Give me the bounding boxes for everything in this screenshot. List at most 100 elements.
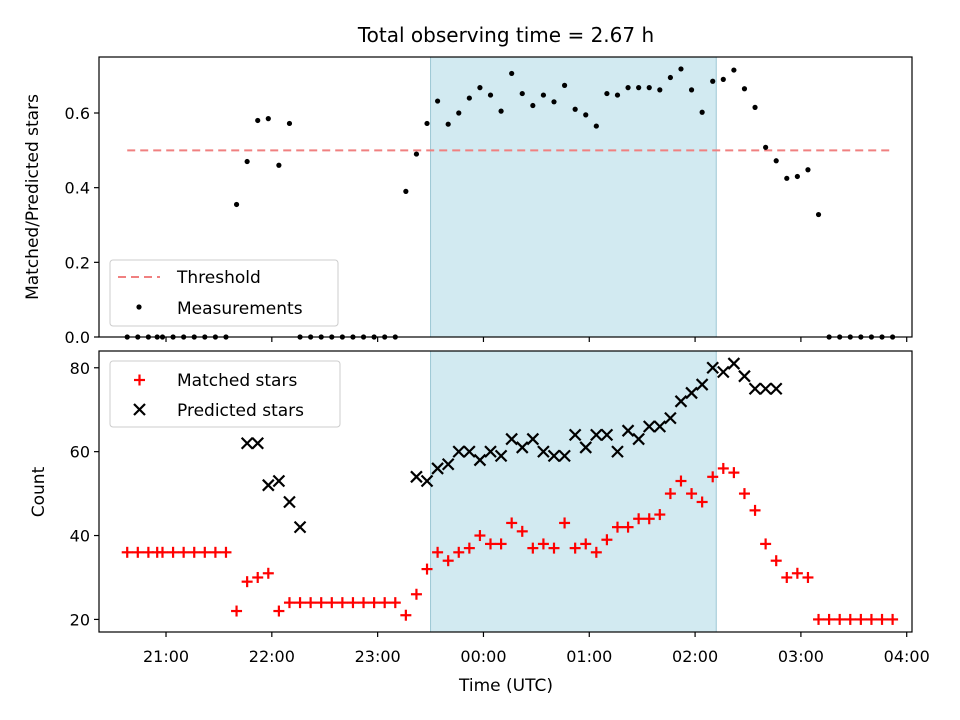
bottom-y-tick-label: 40 bbox=[70, 527, 90, 546]
bottom-y-tick-label: 80 bbox=[70, 359, 90, 378]
measurement-point bbox=[530, 102, 536, 109]
measurement-point bbox=[763, 144, 769, 150]
matched-star-point bbox=[791, 567, 803, 579]
matched-star-point bbox=[813, 613, 825, 625]
matched-star-point bbox=[590, 546, 602, 558]
predicted-star-point bbox=[452, 445, 466, 458]
legend-predicted-label: Predicted stars bbox=[177, 401, 304, 421]
bottom-x-tick-label: 22:00 bbox=[249, 647, 295, 666]
predicted-star-point bbox=[494, 449, 508, 463]
matched-stars-points bbox=[121, 462, 899, 625]
predicted-star-point bbox=[441, 457, 455, 471]
top-axes-frame bbox=[98, 56, 913, 338]
bottom-axes-frame bbox=[98, 350, 913, 633]
predicted-star-point bbox=[431, 462, 444, 475]
matched-star-point bbox=[241, 576, 253, 588]
matched-star-point bbox=[855, 613, 867, 625]
bottom-y-ticks: 20 40 60 80 bbox=[70, 359, 99, 629]
top-y-tick-label: 0.2 bbox=[65, 253, 90, 272]
predicted-star-point bbox=[769, 382, 783, 396]
matched-star-point bbox=[654, 509, 666, 521]
top-y-tick-label: 0.4 bbox=[65, 179, 90, 198]
measurement-point bbox=[583, 112, 589, 118]
matched-star-point bbox=[336, 597, 348, 609]
legend-matched-label: Matched stars bbox=[177, 371, 297, 391]
matched-star-point bbox=[474, 530, 486, 542]
matched-star-point bbox=[643, 513, 655, 525]
bottom-x-tick-label: 04:00 bbox=[884, 647, 930, 666]
matched-star-point bbox=[516, 525, 528, 537]
matched-star-point bbox=[548, 542, 560, 554]
bottom-x-tick-label: 23:00 bbox=[355, 647, 401, 666]
measurement-point bbox=[477, 85, 483, 91]
top-y-ticks: 0.0 0.2 0.4 0.6 bbox=[65, 104, 99, 347]
measurement-point bbox=[445, 121, 451, 127]
measurement-point bbox=[276, 162, 282, 168]
matched-star-point bbox=[834, 613, 846, 625]
measurement-point bbox=[667, 74, 673, 81]
measurement-point bbox=[286, 120, 293, 127]
measurement-point bbox=[265, 116, 271, 122]
predicted-star-point bbox=[272, 474, 286, 488]
legend-threshold-label: Threshold bbox=[176, 268, 261, 288]
bottom-legend-box bbox=[109, 360, 341, 428]
predicted-star-point bbox=[674, 395, 688, 408]
predicted-star-point bbox=[738, 369, 751, 383]
measurement-point bbox=[456, 110, 462, 116]
matched-star-point bbox=[495, 538, 507, 550]
matched-star-point bbox=[167, 546, 179, 558]
matched-star-point bbox=[379, 597, 391, 609]
measurement-point bbox=[815, 211, 822, 218]
matched-star-point bbox=[865, 613, 877, 625]
matched-star-point bbox=[421, 563, 433, 575]
predicted-star-point bbox=[642, 420, 656, 433]
matched-star-point bbox=[707, 471, 719, 483]
predicted-star-point bbox=[611, 445, 624, 458]
matched-star-point bbox=[717, 462, 729, 474]
matched-star-point bbox=[675, 475, 687, 487]
top-x-ticks bbox=[165, 337, 908, 342]
matched-star-point bbox=[347, 597, 359, 609]
predicted-star-point bbox=[590, 428, 603, 442]
matched-star-point bbox=[199, 546, 211, 558]
measurement-point bbox=[625, 85, 631, 91]
predicted-star-point bbox=[632, 432, 645, 446]
legend-measurements-label: Measurements bbox=[177, 299, 303, 319]
matched-star-point bbox=[601, 534, 613, 546]
predicted-star-point bbox=[537, 445, 550, 458]
predicted-star-point bbox=[484, 445, 497, 458]
matched-star-point bbox=[569, 542, 581, 554]
bottom-y-tick-label: 20 bbox=[70, 610, 90, 629]
matched-star-point bbox=[633, 513, 645, 525]
x-axis-label: Time (UTC) bbox=[458, 676, 553, 696]
predicted-star-point bbox=[759, 382, 772, 396]
matched-star-point bbox=[770, 555, 782, 567]
measurement-point bbox=[773, 158, 779, 164]
predicted-star-point bbox=[262, 478, 275, 492]
matched-star-point bbox=[453, 546, 465, 558]
matched-star-point bbox=[611, 521, 623, 533]
matched-star-point bbox=[252, 571, 264, 583]
matched-star-point bbox=[132, 546, 144, 558]
matched-star-point bbox=[728, 467, 740, 479]
matched-star-point bbox=[442, 555, 454, 567]
measurement-point bbox=[720, 76, 726, 82]
measurement-point bbox=[636, 85, 642, 91]
predicted-star-point bbox=[515, 441, 529, 454]
top-y-axis-label: Matched/Predicted stars bbox=[23, 94, 43, 300]
matched-star-point bbox=[760, 538, 772, 550]
measurement-point bbox=[646, 85, 652, 91]
measurement-point bbox=[509, 70, 515, 77]
measurement-point bbox=[498, 108, 504, 114]
bottom-y-axis-label: Count bbox=[29, 466, 49, 517]
measurement-point bbox=[466, 95, 472, 101]
predicted-star-point bbox=[748, 382, 762, 396]
matched-star-point bbox=[485, 538, 497, 550]
predicted-star-point bbox=[505, 432, 518, 446]
bottom-x-tick-label: 03:00 bbox=[778, 647, 824, 666]
top-shaded-region bbox=[430, 56, 717, 338]
predicted-star-point bbox=[558, 449, 571, 463]
measurement-point bbox=[731, 67, 737, 73]
matched-star-point bbox=[178, 546, 190, 558]
